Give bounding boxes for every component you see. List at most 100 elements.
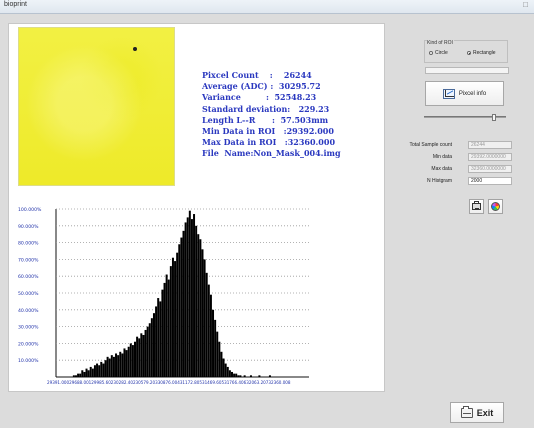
histogram-bar xyxy=(184,222,187,377)
roi-group-label: Kind of ROI xyxy=(427,40,454,46)
histogram-bar xyxy=(188,210,191,377)
histogram-bar xyxy=(197,234,200,377)
roi-slider[interactable] xyxy=(424,114,506,121)
histogram-bar xyxy=(142,335,145,377)
histogram-bar xyxy=(131,345,134,377)
histogram-bar xyxy=(171,257,174,377)
histogram-bar xyxy=(167,279,170,377)
histogram-bar xyxy=(119,351,122,377)
histogram-y-tick-label: 20.000% xyxy=(18,341,39,347)
histogram-bar xyxy=(178,244,181,377)
histogram-y-tick-label: 80.000% xyxy=(18,241,39,247)
roi-rectangle-label: Rectangle xyxy=(473,50,496,56)
print-button[interactable] xyxy=(469,199,484,214)
histogram-bar xyxy=(72,375,75,377)
histogram-bar xyxy=(115,353,118,377)
histogram-bar xyxy=(228,370,231,377)
min-data-label: Min data xyxy=(432,154,452,160)
roi-rectangle-option[interactable]: Rectangle xyxy=(467,50,496,56)
histogram-bar xyxy=(268,375,271,377)
histogram-x-tick-labels: 29391.00029688.00129985.60230282.4023057… xyxy=(47,380,291,385)
histogram-bar xyxy=(182,230,185,377)
histogram-bar xyxy=(176,252,179,377)
color-settings-button[interactable] xyxy=(488,199,503,214)
chart-icon xyxy=(442,88,455,99)
roi-circle-label: Circle xyxy=(435,50,448,56)
histogram-bar xyxy=(83,371,86,377)
histogram-bar xyxy=(138,338,141,377)
max-data-label: Max data xyxy=(431,166,452,172)
histogram-bar xyxy=(163,282,166,377)
histogram-bar xyxy=(209,294,212,377)
histogram-bar xyxy=(239,375,242,377)
exit-button[interactable]: Exit xyxy=(450,402,504,423)
stat-max-data: Max Data in ROI :32360.000 xyxy=(202,137,336,148)
histogram-bar xyxy=(203,259,206,377)
histogram-bar xyxy=(249,375,252,377)
histogram-bar xyxy=(140,333,143,377)
histogram-bar xyxy=(186,217,189,377)
window-title: bioprint xyxy=(4,1,27,8)
stat-variance: Variance : 52548.23 xyxy=(202,92,317,103)
histogram-bar xyxy=(85,368,88,377)
exit-icon xyxy=(460,405,473,418)
histogram-bar xyxy=(214,319,217,377)
slider-thumb[interactable] xyxy=(492,114,496,121)
histogram-bar xyxy=(201,249,204,377)
histogram-bar xyxy=(134,341,137,377)
histogram-bar xyxy=(77,373,80,377)
histogram-bar xyxy=(207,284,210,377)
histogram-bar xyxy=(159,301,162,377)
histogram-bar xyxy=(81,370,84,377)
histogram-y-tick-label: 10.000% xyxy=(18,358,39,364)
radio-circle-icon[interactable] xyxy=(429,51,433,55)
histogram-bar xyxy=(199,239,202,377)
stat-min-data: Min Data in ROI :29392.000 xyxy=(202,126,334,137)
n-histogram-row: N Histgram 2000 xyxy=(420,177,514,185)
histogram-bar xyxy=(165,274,168,377)
window-titlebar: bioprint □ xyxy=(0,0,534,14)
histogram-bar xyxy=(93,365,96,377)
histogram-bar xyxy=(195,225,198,377)
histogram-bar xyxy=(100,361,103,377)
pixcel-info-button[interactable]: Pixcel info xyxy=(425,81,504,106)
max-data-value: 32360.0000000 xyxy=(468,165,512,173)
histogram-bar xyxy=(237,375,240,377)
histogram-bar xyxy=(121,353,124,377)
histogram-bar xyxy=(224,363,227,377)
histogram-bar xyxy=(98,365,101,377)
histogram-bar xyxy=(174,261,177,377)
histogram-bar xyxy=(218,341,221,377)
roi-circle-option[interactable]: Circle xyxy=(429,50,448,56)
histogram-bar xyxy=(123,348,126,377)
total-sample-count-row: Total Sample count 26244 xyxy=(409,141,514,149)
histogram-bar xyxy=(157,298,160,377)
radio-rectangle-icon[interactable] xyxy=(467,51,471,55)
histogram-bar xyxy=(216,331,219,377)
roi-image xyxy=(18,27,175,186)
histogram-bar xyxy=(89,366,92,377)
histogram-y-tick-label: 50.000% xyxy=(18,291,39,297)
histogram-bar xyxy=(258,375,261,377)
histogram-bar xyxy=(230,371,233,377)
histogram-bar xyxy=(108,358,111,377)
max-data-row: Max data 32360.0000000 xyxy=(420,165,514,173)
histogram-bar xyxy=(96,363,99,377)
total-sample-count-value: 26244 xyxy=(468,141,512,149)
histogram-bar xyxy=(129,343,132,377)
slider-track xyxy=(424,116,506,118)
histogram-bar xyxy=(127,346,130,377)
histogram-bar xyxy=(152,313,155,377)
histogram-bar xyxy=(243,375,246,377)
histogram-y-tick-label: 30.000% xyxy=(18,325,39,331)
roi-statistics: Pixcel Count : 26244 Average (ADC) : 302… xyxy=(202,70,372,160)
stat-standard-deviation: Standard deviation: 229.23 xyxy=(202,103,330,114)
close-icon[interactable]: □ xyxy=(523,0,528,9)
stat-average: Average (ADC) : 30295.72 xyxy=(202,81,321,92)
n-histogram-value[interactable]: 2000 xyxy=(468,177,512,185)
histogram-bar xyxy=(117,355,120,377)
histogram-bar xyxy=(102,363,105,377)
min-data-value: 29392.0000000 xyxy=(468,153,512,161)
